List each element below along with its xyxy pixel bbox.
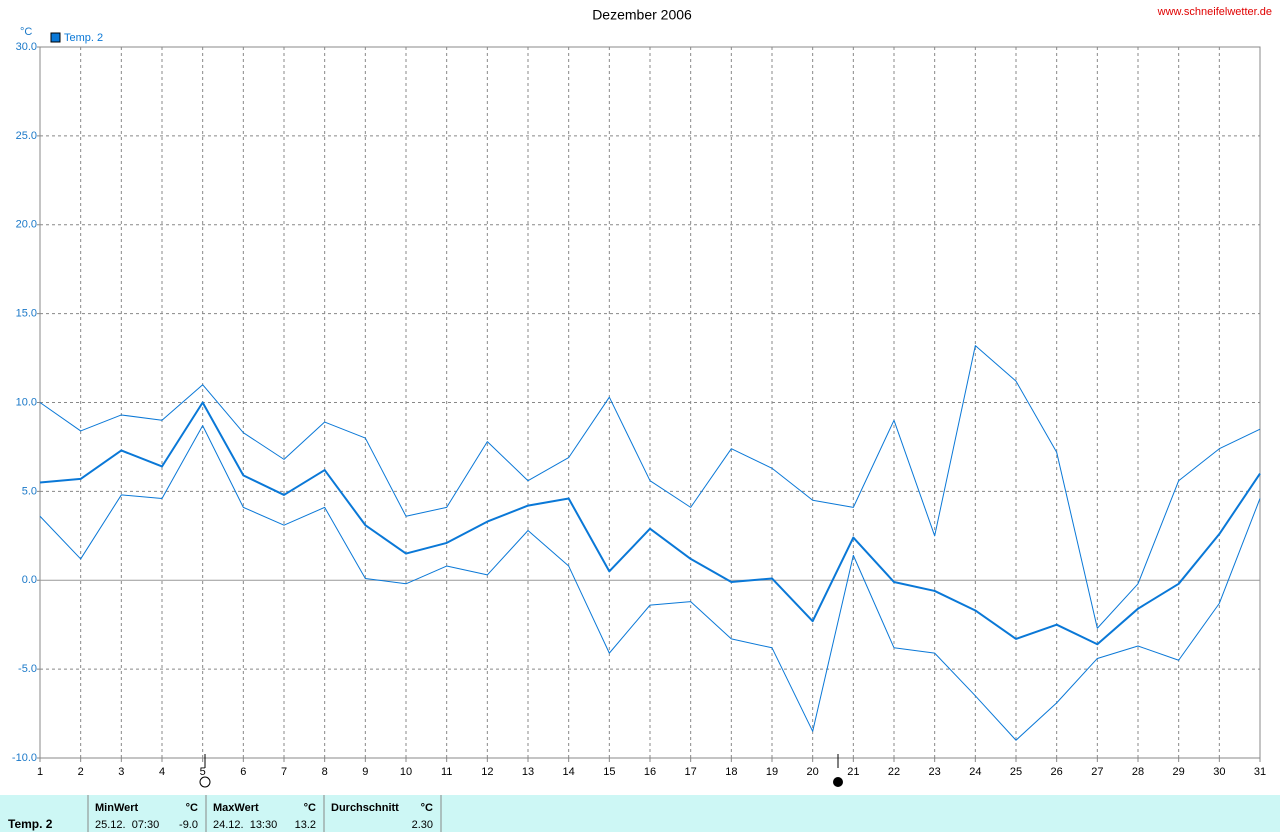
series-line xyxy=(39,401,1261,646)
x-tick-label: 9 xyxy=(362,766,368,778)
y-tick-label: 5.0 xyxy=(22,485,37,497)
y-tick-label: -10.0 xyxy=(12,752,37,764)
y-tick-label: -5.0 xyxy=(18,663,37,675)
y-tick-label: 0.0 xyxy=(22,574,37,586)
x-tick-label: 7 xyxy=(281,766,287,778)
legend-swatch xyxy=(50,32,61,43)
stats-unit: °C xyxy=(186,802,198,814)
source-link[interactable]: www.schneifelwetter.de xyxy=(1157,6,1272,18)
stats-value: -9.0 xyxy=(179,819,198,831)
y-unit: °C xyxy=(20,26,32,38)
x-tick-label: 26 xyxy=(1051,766,1063,778)
x-tick-label: 19 xyxy=(766,766,778,778)
y-tick-label: 10.0 xyxy=(16,396,37,408)
stats-time: 24.12. 13:30 xyxy=(213,819,277,831)
new-moon-icon xyxy=(833,777,843,787)
x-tick-label: 6 xyxy=(240,766,246,778)
x-tick-label: 13 xyxy=(522,766,534,778)
x-tick-label: 29 xyxy=(1173,766,1185,778)
stats-unit: °C xyxy=(421,802,433,814)
x-tick-label: 24 xyxy=(969,766,981,778)
x-tick-label: 12 xyxy=(481,766,493,778)
stats-header: Durchschnitt xyxy=(331,802,399,814)
stats-row-label: Temp. 2 xyxy=(8,817,53,831)
x-tick-label: 10 xyxy=(400,766,412,778)
y-tick-label: 30.0 xyxy=(16,41,37,53)
y-tick-label: 15.0 xyxy=(16,308,37,320)
stats-value: 2.30 xyxy=(412,819,433,831)
stats-unit: °C xyxy=(304,802,316,814)
x-tick-label: 22 xyxy=(888,766,900,778)
x-tick-label: 25 xyxy=(1010,766,1022,778)
legend-label: Temp. 2 xyxy=(64,32,103,44)
y-tick-label: 20.0 xyxy=(16,219,37,231)
x-tick-label: 21 xyxy=(847,766,859,778)
x-tick-label: 23 xyxy=(929,766,941,778)
x-tick-label: 17 xyxy=(685,766,697,778)
x-tick-label: 28 xyxy=(1132,766,1144,778)
chart-title: Dezember 2006 xyxy=(592,7,692,23)
x-tick-label: 18 xyxy=(725,766,737,778)
x-tick-label: 20 xyxy=(807,766,819,778)
x-tick-label: 15 xyxy=(603,766,615,778)
x-tick-label: 5 xyxy=(200,766,206,778)
x-tick-label: 4 xyxy=(159,766,165,778)
series-line xyxy=(39,425,1261,741)
x-tick-label: 3 xyxy=(118,766,124,778)
x-tick-label: 27 xyxy=(1091,766,1103,778)
x-tick-label: 8 xyxy=(322,766,328,778)
series-line xyxy=(39,345,1261,629)
stats-band xyxy=(0,795,1280,832)
x-tick-label: 2 xyxy=(78,766,84,778)
stats-header: MinWert xyxy=(95,802,139,814)
stats-header: MaxWert xyxy=(213,802,259,814)
stats-separators xyxy=(87,795,442,832)
x-tick-label: 11 xyxy=(441,766,452,778)
y-tick-label: 25.0 xyxy=(16,130,37,142)
x-tick-label: 30 xyxy=(1213,766,1225,778)
x-tick-label: 16 xyxy=(644,766,656,778)
stats-time: 25.12. 07:30 xyxy=(95,819,159,831)
x-tick-label: 1 xyxy=(37,766,43,778)
x-tick-label: 14 xyxy=(563,766,575,778)
x-tick-label: 31 xyxy=(1254,766,1266,778)
stats-value: 13.2 xyxy=(295,819,316,831)
full-moon-icon xyxy=(199,776,211,788)
